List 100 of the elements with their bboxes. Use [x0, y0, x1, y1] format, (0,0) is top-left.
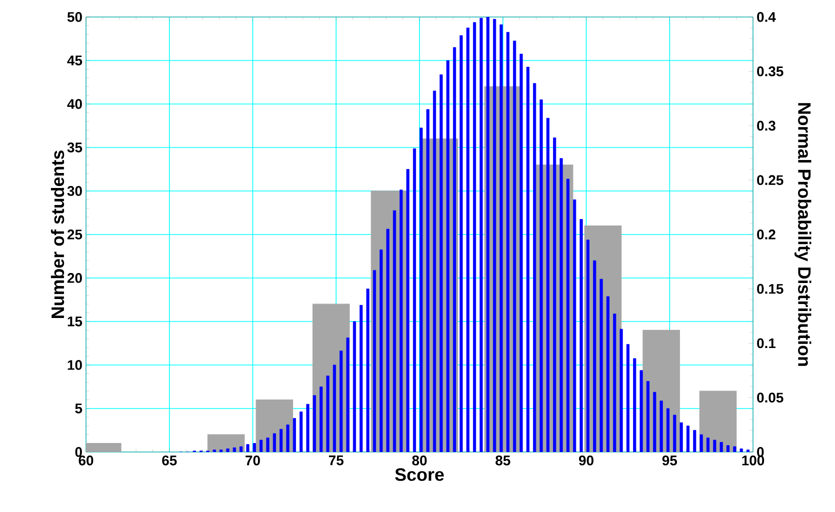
bar	[366, 288, 370, 452]
bar	[740, 448, 743, 452]
bar	[232, 447, 236, 452]
bar	[300, 412, 303, 452]
y-tick-label: 30	[67, 186, 82, 196]
bar	[593, 260, 596, 452]
y-tick-label: 35	[67, 142, 82, 152]
bar	[666, 408, 670, 452]
bar	[653, 392, 656, 452]
bar	[613, 314, 616, 452]
bar	[726, 445, 730, 452]
bar	[412, 148, 416, 452]
bar	[626, 344, 630, 452]
y-tick-label: 5	[75, 404, 82, 414]
bar	[320, 386, 323, 452]
bar	[240, 446, 243, 452]
bar	[473, 22, 476, 452]
bar	[426, 109, 430, 452]
bar	[246, 444, 250, 452]
y-tick-label: 20	[67, 273, 82, 283]
y-tick-label: 15	[68, 316, 82, 326]
bar	[546, 118, 550, 452]
y2-tick-label: 0.1	[757, 338, 776, 348]
bar	[252, 443, 256, 452]
bar	[452, 47, 456, 452]
bar	[360, 304, 363, 452]
bar	[306, 404, 310, 452]
bar	[346, 338, 350, 452]
bar	[606, 296, 610, 452]
y-tick-label: 50	[67, 12, 82, 22]
bar	[513, 40, 516, 452]
bar	[533, 83, 536, 452]
bar	[720, 442, 723, 452]
y2-tick-label: 0.25	[757, 175, 784, 186]
bar	[420, 128, 423, 452]
y2-tick-label: 0.35	[757, 66, 784, 76]
y-tick-label: 25	[67, 230, 82, 240]
x-tick-label: 70	[246, 455, 260, 466]
y2-tick-label: 0.15	[757, 284, 784, 294]
bar	[312, 395, 316, 452]
x-tick-label: 80	[412, 455, 427, 466]
y-tick-label: 10	[68, 360, 82, 370]
bar	[566, 178, 570, 452]
y2-tick-label: 0.2	[757, 230, 776, 240]
bar	[633, 358, 636, 452]
bar	[733, 446, 736, 452]
bar	[466, 28, 470, 452]
x-tick-label: 60	[78, 455, 94, 466]
bar	[660, 400, 663, 452]
bar	[406, 169, 410, 452]
bar	[266, 438, 270, 452]
bar	[326, 376, 330, 452]
bar	[560, 158, 563, 452]
bar	[646, 381, 650, 452]
bar	[493, 18, 496, 452]
bar	[272, 433, 276, 452]
bar	[286, 424, 290, 452]
x-axis-title: Score	[395, 468, 444, 481]
y-tick-label: 0	[75, 447, 82, 457]
bar	[386, 228, 390, 452]
x-tick-label: 75	[328, 456, 344, 466]
bar	[706, 438, 710, 452]
x-tick-label: 65	[162, 455, 177, 466]
bar	[280, 428, 283, 452]
bar	[292, 418, 296, 452]
bar	[352, 321, 356, 452]
bar	[520, 54, 523, 452]
bar	[540, 99, 543, 452]
y-tick-label: 40	[67, 99, 82, 109]
bar	[340, 350, 343, 452]
bar	[680, 422, 683, 452]
x-tick-label: 90	[578, 455, 594, 466]
bar	[640, 370, 643, 452]
y-tick-label: 45	[67, 56, 82, 66]
y2-tick-label: 0.3	[757, 120, 776, 131]
bar	[226, 448, 230, 452]
y-axis-title: Number of students	[50, 150, 64, 318]
bar	[500, 24, 503, 452]
bar	[332, 364, 336, 452]
y2-tick-label: 0.4	[757, 12, 776, 22]
bar	[673, 414, 676, 452]
bar	[440, 74, 443, 452]
bar	[600, 278, 603, 452]
bar	[620, 328, 623, 452]
bar	[713, 440, 716, 452]
bar	[392, 210, 396, 452]
x-tick-label: 100	[742, 455, 764, 466]
bar	[506, 32, 510, 452]
bar	[372, 270, 376, 452]
bar	[446, 60, 450, 452]
bar	[526, 66, 530, 452]
bar	[480, 18, 483, 452]
bar	[700, 434, 703, 452]
bar	[686, 426, 690, 452]
x-tick-label: 95	[662, 455, 678, 466]
bar	[693, 430, 696, 452]
bar	[586, 240, 590, 452]
y2-axis-title: Normal Probability Distribution	[794, 103, 812, 366]
bar	[260, 440, 263, 452]
bar	[380, 250, 383, 452]
